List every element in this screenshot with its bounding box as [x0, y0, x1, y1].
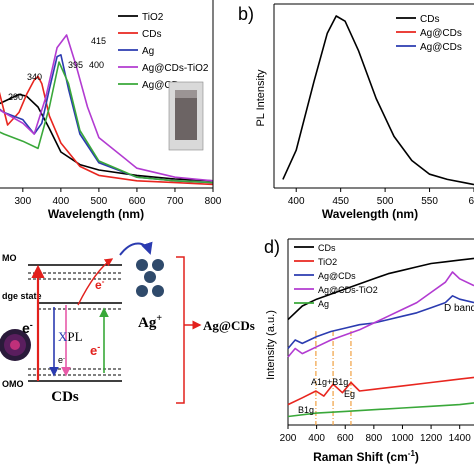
d-legend-entry: Ag	[318, 299, 329, 309]
d-xtick-label: 400	[308, 433, 325, 444]
peak-label-395: 395	[68, 60, 83, 70]
a-xtick-label: 300	[14, 196, 31, 207]
a-legend-entry: CDs	[142, 29, 161, 40]
silver-nanoparticles	[136, 259, 164, 297]
panel-d: d) Intensity (a.u.) 200 400 600 800 1000 1200…	[264, 237, 474, 464]
panel-b-label: b)	[238, 4, 254, 24]
d-band-label: D band	[444, 303, 474, 314]
panel-d-label: d)	[264, 237, 280, 257]
a-xtick-label: 600	[129, 196, 146, 207]
series-cds	[0, 75, 214, 186]
series-ag-cds	[0, 61, 214, 184]
d-xtick-label: 1400	[449, 433, 472, 444]
electron-small: e-	[58, 355, 65, 365]
edge-state-label: dge state	[2, 291, 42, 301]
a-legend-entry: Ag@CDs-TiO2	[142, 63, 209, 74]
b-xtick-label: 450	[332, 196, 349, 207]
a-legend-entry: TiO2	[142, 12, 164, 23]
a-xtick-label: 800	[205, 196, 222, 207]
d-xtick-label: 1200	[420, 433, 443, 444]
electron-left: e-	[22, 320, 33, 336]
d-xtick-label: 1000	[391, 433, 414, 444]
b-xtick-label: 400	[288, 196, 305, 207]
a-xtick-label: 500	[91, 196, 108, 207]
raman-ag-cds-tio2	[287, 271, 474, 358]
a1g-b1g-label: A1g+B1g	[311, 377, 348, 387]
peak-label-340: 340	[27, 72, 42, 82]
a-legend-entry: Ag@CDs	[142, 80, 184, 91]
a-xtick-label: 400	[53, 196, 70, 207]
panel-b: b) PL Intensity 400 450 500 550 60 CDs Ag@CDs…	[238, 3, 474, 221]
b1g-label: B1g	[298, 405, 314, 415]
b-legend-entry: Ag@CDs	[420, 28, 462, 39]
panel-b-ylabel: PL Intensity	[255, 69, 267, 127]
lumo-label: MO	[2, 253, 17, 263]
panel-a-xlabel: Wavelength (nm)	[48, 207, 144, 221]
d-legend-entry: TiO2	[318, 257, 337, 267]
series-ag-cds-tio2	[0, 34, 214, 182]
peak-label-415: 415	[91, 36, 106, 46]
transfer-arrow	[77, 258, 114, 306]
b-xtick-label: 550	[421, 196, 438, 207]
peak-label-290: 290	[8, 92, 23, 102]
b-legend-entry: Ag@CDs	[420, 42, 462, 53]
d-legend-entry: Ag@CDs-TiO2	[318, 285, 378, 295]
electron-red: e-	[90, 342, 100, 358]
series-cds-pl	[282, 15, 474, 186]
series-tio2	[0, 93, 214, 182]
d-legend-entry: CDs	[318, 243, 336, 253]
carbon-dot-particle	[0, 329, 31, 361]
b-xtick-label: 500	[377, 196, 394, 207]
eg-label: Eg	[344, 389, 355, 399]
d-xtick-label: 800	[366, 433, 383, 444]
panel-c: MO dge state OMO e- XPL e- e- e- Ag+ Ag@…	[0, 241, 255, 405]
a-xtick-label: 700	[167, 196, 184, 207]
raman-ag-cds	[287, 294, 474, 350]
raman-cds	[287, 257, 474, 321]
panel-b-xlabel: Wavelength (nm)	[322, 207, 418, 221]
d-xtick-label: 600	[337, 433, 354, 444]
raman-tio2	[287, 376, 474, 406]
d-legend-entry: Ag@CDs	[318, 271, 356, 281]
panel-d-ylabel: Intensity (a.u.)	[265, 310, 277, 380]
b-xtick-label: 60	[468, 196, 474, 207]
panel-a: 300 400 500 600 700 800 TiO2 CDs Ag Ag@CDs-TiO2 A…	[0, 0, 222, 221]
ag-ion-label: Ag+	[138, 313, 162, 331]
panel-d-xlabel: Raman Shift (cm-1)	[313, 449, 419, 464]
cuvette-inset	[168, 81, 204, 151]
d-xtick-label: 200	[280, 433, 297, 444]
peak-label-400: 400	[89, 60, 104, 70]
b-legend-entry: CDs	[420, 14, 439, 25]
cds-label: CDs	[51, 389, 79, 405]
raman-ag	[287, 402, 474, 418]
a-legend-entry: Ag	[142, 46, 154, 57]
bracket	[176, 256, 185, 404]
product-label: Ag@CDs	[203, 318, 255, 333]
pl-label: XPL	[58, 329, 83, 344]
electron-top: e-	[95, 277, 105, 292]
homo-label: OMO	[2, 379, 24, 389]
curved-arrow-to-ag	[119, 241, 153, 256]
